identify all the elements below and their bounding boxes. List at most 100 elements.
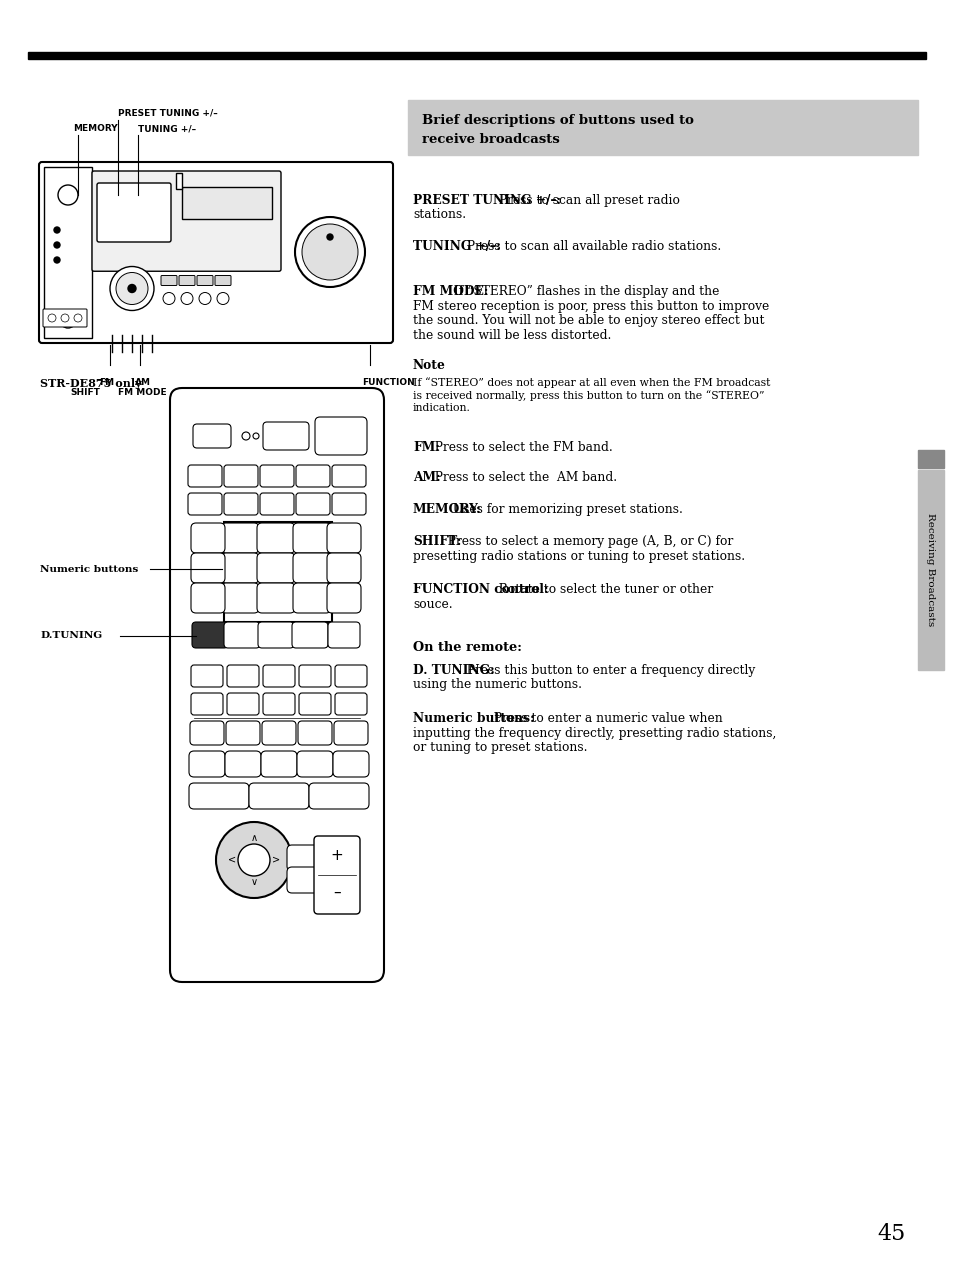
FancyBboxPatch shape bbox=[263, 693, 294, 715]
FancyBboxPatch shape bbox=[256, 583, 294, 613]
Text: Numeric buttons:: Numeric buttons: bbox=[413, 712, 534, 725]
FancyBboxPatch shape bbox=[314, 417, 367, 455]
FancyBboxPatch shape bbox=[287, 868, 336, 893]
Circle shape bbox=[58, 185, 78, 205]
FancyBboxPatch shape bbox=[227, 665, 258, 687]
FancyBboxPatch shape bbox=[262, 721, 295, 745]
FancyBboxPatch shape bbox=[295, 465, 330, 487]
FancyBboxPatch shape bbox=[335, 665, 367, 687]
Text: stations.: stations. bbox=[413, 208, 466, 222]
Text: TUNING +/–: TUNING +/– bbox=[138, 124, 196, 132]
FancyBboxPatch shape bbox=[221, 524, 258, 553]
Circle shape bbox=[253, 433, 258, 440]
FancyBboxPatch shape bbox=[214, 275, 231, 285]
Circle shape bbox=[54, 227, 60, 233]
Text: FM:: FM: bbox=[413, 441, 439, 454]
Text: On the remote:: On the remote: bbox=[413, 641, 521, 654]
Circle shape bbox=[327, 234, 333, 240]
Circle shape bbox=[181, 293, 193, 304]
FancyBboxPatch shape bbox=[297, 721, 332, 745]
FancyBboxPatch shape bbox=[189, 784, 249, 809]
Text: Numeric buttons: Numeric buttons bbox=[40, 564, 138, 573]
Text: the sound will be less distorted.: the sound will be less distorted. bbox=[413, 329, 611, 341]
Text: ∨: ∨ bbox=[251, 877, 257, 887]
Circle shape bbox=[128, 284, 136, 293]
Text: AM: AM bbox=[135, 378, 151, 387]
Circle shape bbox=[54, 257, 60, 262]
FancyBboxPatch shape bbox=[309, 784, 369, 809]
FancyBboxPatch shape bbox=[221, 583, 258, 613]
FancyBboxPatch shape bbox=[257, 622, 294, 648]
FancyBboxPatch shape bbox=[179, 275, 194, 285]
Text: Receiving Broadcasts: Receiving Broadcasts bbox=[925, 513, 935, 627]
Circle shape bbox=[215, 822, 292, 898]
Text: presetting radio stations or tuning to preset stations.: presetting radio stations or tuning to p… bbox=[413, 549, 744, 563]
Circle shape bbox=[54, 242, 60, 248]
Circle shape bbox=[74, 313, 82, 322]
FancyBboxPatch shape bbox=[327, 583, 360, 613]
Circle shape bbox=[216, 293, 229, 304]
Circle shape bbox=[163, 293, 174, 304]
Text: Press to select the  AM band.: Press to select the AM band. bbox=[426, 471, 617, 484]
FancyBboxPatch shape bbox=[332, 465, 366, 487]
Text: souce.: souce. bbox=[413, 598, 452, 612]
Text: Press to scan all available radio stations.: Press to scan all available radio statio… bbox=[463, 240, 720, 252]
FancyBboxPatch shape bbox=[221, 553, 258, 583]
Text: Press to select the FM band.: Press to select the FM band. bbox=[426, 441, 612, 454]
Text: indication.: indication. bbox=[413, 403, 471, 413]
FancyBboxPatch shape bbox=[332, 493, 366, 515]
Circle shape bbox=[60, 312, 76, 327]
Bar bbox=[917, 450, 943, 468]
Text: 45: 45 bbox=[877, 1223, 905, 1245]
Text: FM: FM bbox=[99, 378, 114, 387]
FancyBboxPatch shape bbox=[328, 622, 359, 648]
FancyBboxPatch shape bbox=[39, 162, 393, 343]
FancyBboxPatch shape bbox=[97, 183, 171, 242]
FancyBboxPatch shape bbox=[261, 750, 296, 777]
FancyBboxPatch shape bbox=[170, 389, 384, 982]
FancyBboxPatch shape bbox=[224, 622, 260, 648]
Text: <: < bbox=[228, 855, 235, 865]
FancyBboxPatch shape bbox=[287, 845, 336, 871]
Circle shape bbox=[61, 313, 69, 322]
Text: SHIFT:: SHIFT: bbox=[413, 535, 461, 548]
Text: inputting the frequency directly, presetting radio stations,: inputting the frequency directly, preset… bbox=[413, 726, 776, 740]
FancyBboxPatch shape bbox=[188, 465, 222, 487]
FancyBboxPatch shape bbox=[227, 693, 258, 715]
Text: Press to scan all preset radio: Press to scan all preset radio bbox=[495, 194, 679, 206]
Bar bbox=[182, 187, 272, 219]
FancyBboxPatch shape bbox=[292, 622, 328, 648]
Text: TUNING +/–:: TUNING +/–: bbox=[413, 240, 500, 252]
Text: Rotate to select the tuner or other: Rotate to select the tuner or other bbox=[490, 583, 712, 596]
FancyBboxPatch shape bbox=[333, 750, 369, 777]
Text: FM MODE:: FM MODE: bbox=[413, 285, 488, 298]
Text: PRESET TUNING +/–:: PRESET TUNING +/–: bbox=[413, 194, 560, 206]
FancyBboxPatch shape bbox=[293, 553, 331, 583]
Text: FM stereo reception is poor, press this button to improve: FM stereo reception is poor, press this … bbox=[413, 299, 768, 313]
FancyBboxPatch shape bbox=[327, 553, 360, 583]
Text: ∧: ∧ bbox=[251, 833, 257, 843]
Text: +: + bbox=[331, 848, 343, 864]
Text: MEMORY:: MEMORY: bbox=[413, 503, 481, 516]
Text: AM:: AM: bbox=[413, 471, 440, 484]
Text: using the numeric buttons.: using the numeric buttons. bbox=[413, 678, 581, 692]
Text: D.TUNING: D.TUNING bbox=[40, 632, 102, 641]
Text: is received normally, press this button to turn on the “STEREO”: is received normally, press this button … bbox=[413, 390, 763, 401]
FancyBboxPatch shape bbox=[193, 424, 231, 448]
Circle shape bbox=[242, 432, 250, 440]
FancyBboxPatch shape bbox=[191, 583, 225, 613]
FancyBboxPatch shape bbox=[249, 784, 309, 809]
Text: Press to enter a numeric value when: Press to enter a numeric value when bbox=[486, 712, 722, 725]
Text: Note: Note bbox=[413, 359, 445, 372]
Bar bbox=[175, 173, 182, 189]
FancyBboxPatch shape bbox=[161, 275, 177, 285]
FancyBboxPatch shape bbox=[191, 665, 223, 687]
FancyBboxPatch shape bbox=[225, 750, 261, 777]
Text: the sound. You will not be able to enjoy stereo effect but: the sound. You will not be able to enjoy… bbox=[413, 315, 763, 327]
FancyBboxPatch shape bbox=[263, 665, 294, 687]
Text: PRESET TUNING +/–: PRESET TUNING +/– bbox=[118, 110, 217, 118]
Text: FUNCTION: FUNCTION bbox=[361, 378, 415, 387]
FancyBboxPatch shape bbox=[260, 493, 294, 515]
Text: >: > bbox=[272, 855, 280, 865]
FancyBboxPatch shape bbox=[188, 493, 222, 515]
